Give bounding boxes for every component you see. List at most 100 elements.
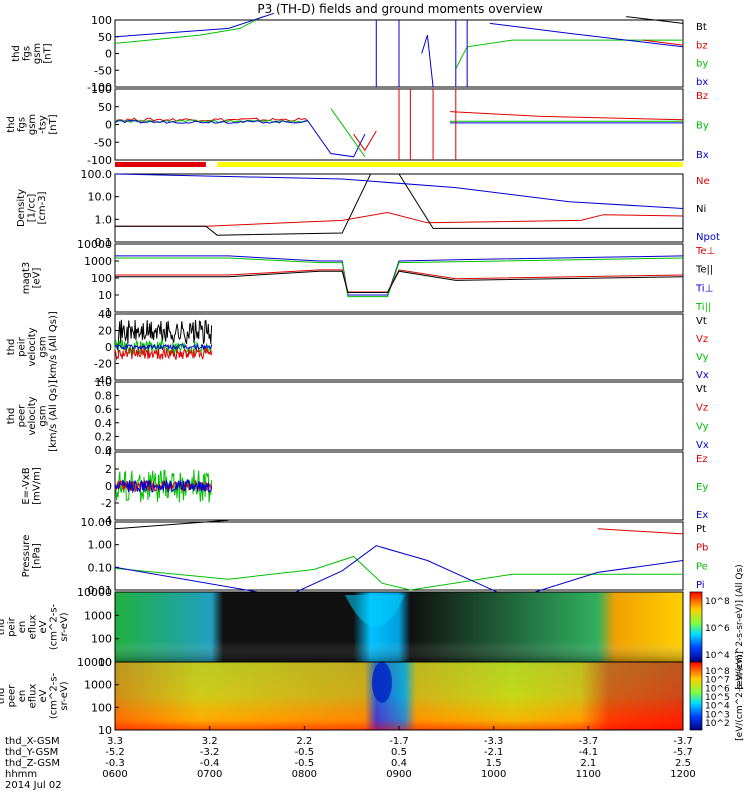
legend-vz: Vz	[696, 334, 708, 345]
y-label-line: [km/s (All Qs)]	[48, 311, 59, 383]
y-tick-label: 100	[91, 701, 112, 714]
y-tick-label: 10000	[77, 656, 112, 669]
trace-by-dip	[330, 108, 366, 158]
y-label-line: Pressure	[21, 535, 32, 578]
trace-bx-2	[489, 22, 684, 48]
xaxis-row-value: 3.2	[202, 736, 218, 747]
xaxis-row-value: 1100	[576, 769, 601, 780]
xaxis-row-value: -0.4	[200, 758, 220, 769]
y-tick-label: -100	[87, 81, 112, 94]
trace-pe	[114, 555, 683, 591]
date-label: 2014 Jul 02	[5, 780, 62, 791]
y-tick-label: -20	[94, 358, 112, 371]
y-label-line: eV	[38, 620, 49, 633]
xaxis-row-value: -5.2	[105, 747, 125, 758]
xaxis-row-value: 2.2	[296, 736, 312, 747]
legend-te⊥: Te⊥	[695, 246, 715, 257]
y-label-line: sr-eV)	[59, 612, 70, 641]
y-tick-label: 1.00	[88, 539, 113, 552]
y-tick-label: 0.2	[95, 430, 113, 443]
panel-5: 40 20 0 -20 -40 thdpeirvelocitygsm[km/s (All …	[6, 308, 709, 387]
y-label-line: thd	[6, 408, 17, 425]
y-tick-label: 0.01	[88, 584, 113, 597]
legend-vt: Vt	[696, 384, 707, 395]
xaxis-row-value: 0900	[386, 769, 411, 780]
legend-ti||: Ti||	[695, 302, 711, 313]
colorbar-tick: 10^7	[705, 676, 730, 686]
y-label-line: E=-VxB	[21, 467, 32, 504]
trace-pi	[114, 545, 684, 600]
y-label-line: peer	[7, 684, 18, 708]
legend-pt: Pt	[696, 524, 706, 535]
y-tick-label: 1.0	[95, 213, 113, 226]
y-axis-label: thdfgsgsm-tsy[nT]	[6, 114, 59, 135]
y-label-line: peir	[7, 616, 18, 636]
y-label-line: thd	[0, 619, 7, 636]
legend-npot: Npot	[696, 232, 720, 243]
trace-bx-spike	[421, 34, 434, 88]
y-label-line: peir	[17, 336, 28, 356]
xaxis-row-label: hhmm	[5, 769, 37, 780]
y-label-line: [nT]	[48, 114, 59, 134]
y-tick-label: 100	[91, 14, 112, 27]
y-tick-label: 0.1	[95, 236, 113, 249]
figure-title: P3 (TH-D) fields and ground moments over…	[257, 2, 542, 16]
y-label-line: (cm^2-s-	[49, 603, 60, 650]
xaxis-row-value: 1.5	[486, 758, 502, 769]
legend-vx: Vx	[696, 440, 709, 451]
panel-7: 4 2 0 -2 -4 E=-VxB[mV/m] Ez Ey Ex	[21, 446, 708, 527]
xaxis-row-value: -3.7	[673, 736, 693, 747]
y-label-line: fgs	[17, 117, 28, 132]
panel-8: 10.00 1.00 0.10 0.01 Pressure[nPa] Pt Pb Pe Pi	[21, 516, 708, 600]
legend-bx: Bx	[696, 150, 709, 161]
trace-ni	[115, 173, 683, 236]
y-tick-label: 50	[98, 31, 112, 44]
y-tick-label: 0.0	[95, 444, 113, 457]
dark-core	[371, 662, 392, 703]
legend-vy: Vy	[696, 352, 709, 363]
y-label-line: thd	[6, 339, 17, 356]
y-tick-label: 0.6	[95, 403, 113, 416]
panel-4: 10000 1000 100 10 1 magt3[eV] Te⊥ Te|| Ti⊥ Ti||	[21, 238, 715, 319]
mode-bar-yellow	[217, 162, 684, 167]
panel-frame	[114, 173, 684, 243]
trace-bz-2	[450, 111, 684, 121]
xaxis-row-value: -0.5	[295, 758, 315, 769]
y-label-line: thd	[6, 116, 17, 133]
y-tick-label: 0	[105, 119, 112, 132]
y-label-line: [1/cc]	[27, 194, 38, 223]
colorbar-tick: 10^5	[705, 693, 730, 703]
xaxis-row-value: 0.4	[391, 758, 407, 769]
y-tick-label: 1000	[84, 255, 112, 268]
trace-ne	[115, 211, 684, 227]
y-label-line: gsm	[38, 336, 49, 357]
y-label-line: [mV/m]	[32, 467, 43, 505]
mode-bar-red	[115, 162, 206, 167]
colorbar-10: 10^810^710^610^510^410^310^2 [eV/(cm^2-s-…	[689, 651, 745, 741]
y-label-line: -tsy	[38, 115, 49, 134]
trace-by	[114, 16, 263, 44]
xaxis-row-label: thd_X-GSM	[5, 736, 60, 747]
xaxis-row-value: -3.7	[579, 736, 599, 747]
y-axis-label: Density[1/cc][cm-3]	[16, 189, 48, 227]
colorbar-9: 10^8 10^6 10^4 [eV/(cm^2-s-sr-eV)] (All Qs)	[689, 564, 745, 690]
legend-pi: Pi	[696, 580, 705, 591]
xaxis-row-value: 2.5	[675, 758, 691, 769]
xaxis-row-value: -5.7	[673, 747, 693, 758]
y-label-line: [nT]	[43, 43, 54, 63]
y-label-line: [eV]	[32, 268, 43, 289]
colorbar-tick: 10^2	[705, 719, 730, 729]
y-label-line: en	[17, 621, 28, 634]
y-tick-label: 40	[98, 308, 112, 321]
trace-npot	[114, 173, 684, 209]
xaxis-row-value: 0800	[292, 769, 317, 780]
y-tick-label: 10	[98, 724, 112, 737]
legend-pe: Pe	[696, 561, 708, 572]
trace-pt	[114, 519, 229, 530]
legend-pb: Pb	[696, 543, 708, 554]
y-label-line: eV	[38, 689, 49, 702]
trace-pb	[597, 528, 684, 535]
xaxis-row-value: 0600	[102, 769, 127, 780]
panel-3: 100.0 10.0 1.0 0.1 Density[1/cc][cm-3] Ne Ni Np…	[16, 168, 720, 249]
